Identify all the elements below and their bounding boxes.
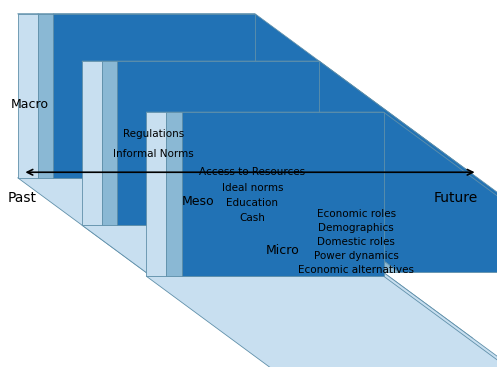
Polygon shape — [82, 225, 500, 370]
Text: Demographics: Demographics — [318, 223, 394, 233]
Polygon shape — [53, 14, 472, 174]
Text: Economic roles: Economic roles — [316, 209, 396, 219]
Polygon shape — [182, 112, 384, 276]
Text: Ideal norms: Ideal norms — [222, 182, 283, 192]
Polygon shape — [38, 14, 271, 174]
Polygon shape — [82, 61, 320, 221]
Text: Economic alternatives: Economic alternatives — [298, 265, 414, 275]
Text: Regulations: Regulations — [123, 129, 184, 139]
Polygon shape — [146, 112, 167, 276]
Polygon shape — [166, 112, 182, 276]
Polygon shape — [118, 61, 319, 225]
Polygon shape — [38, 14, 53, 178]
Polygon shape — [166, 112, 400, 272]
Polygon shape — [102, 61, 118, 225]
Text: Informal Norms: Informal Norms — [113, 149, 194, 159]
Polygon shape — [18, 14, 38, 178]
Text: Domestic roles: Domestic roles — [318, 237, 395, 247]
Polygon shape — [146, 112, 384, 272]
Text: Access to Resources: Access to Resources — [200, 167, 306, 177]
Polygon shape — [18, 14, 256, 174]
Text: Education: Education — [226, 198, 278, 208]
Polygon shape — [82, 61, 102, 225]
Text: Power dynamics: Power dynamics — [314, 251, 398, 261]
Text: Micro: Micro — [266, 244, 299, 257]
Polygon shape — [53, 14, 255, 178]
Text: Past: Past — [8, 191, 36, 205]
Polygon shape — [102, 61, 335, 221]
Text: Macro: Macro — [11, 98, 49, 111]
Text: Cash: Cash — [240, 213, 266, 223]
Text: Meso: Meso — [182, 195, 214, 208]
Text: Future: Future — [433, 191, 478, 205]
Polygon shape — [182, 112, 500, 272]
Polygon shape — [118, 61, 500, 221]
Polygon shape — [146, 276, 500, 370]
Polygon shape — [18, 178, 472, 338]
